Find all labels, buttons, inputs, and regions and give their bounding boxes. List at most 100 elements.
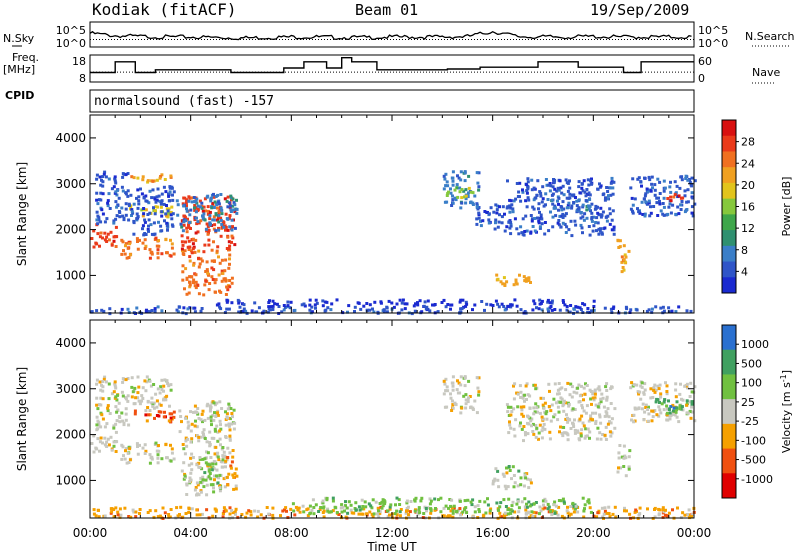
power-scatter-cell [191,247,195,251]
velocity-scatter-cell [326,509,330,513]
velocity-scatter-cell [523,473,527,477]
power-scatter-cell [451,194,454,198]
power-scatter-cell [181,278,185,282]
velocity-scatter-cell [544,499,548,503]
velocity-scatter-cell [219,427,223,431]
velocity-scatter-cell [184,439,188,443]
power-scatter-cell [126,189,130,193]
velocity-scatter-cell [556,392,559,396]
velocity-scatter-cell [594,411,598,415]
power-scatter-cell [184,267,188,271]
power-scatter-cell [601,210,605,214]
power-scatter-cell [405,302,409,306]
velocity-scatter-cell [665,390,669,393]
power-scatter-cell [190,196,194,200]
velocity-scatter-cell [143,379,147,383]
power-scatter-cell [662,309,666,313]
power-scatter-cell [587,225,591,228]
power-scatter-cell [612,228,616,232]
velocity-scatter-cell [101,397,105,401]
power-scatter-cell [566,206,570,210]
velocity-scatter-cell [690,410,694,414]
power-scatter-cell [185,209,189,213]
velocity-scatter-cell [529,481,533,485]
velocity-scatter-cell [538,423,542,427]
power-scatter-cell [275,302,279,306]
velocity-scatter-cell [156,515,160,519]
velocity-scatter-cell [539,396,543,400]
power-scatter-cell [187,239,191,243]
velocity-scatter-cell [658,383,662,387]
velocity-scatter-cell [486,497,489,501]
velocity-scatter-cell [344,504,347,508]
velocity-scatter-cell [222,477,226,481]
power-scatter-cell [609,307,613,311]
power-scatter-cell [511,210,515,214]
velocity-scatter-cell [415,510,419,514]
power-scatter-cell [182,220,186,224]
power-scatter-cell [475,222,479,226]
velocity-scatter-cell [94,446,98,450]
power-scatter-cell [546,298,550,302]
velocity-scatter-cell [446,389,450,393]
power-scatter-cell [118,211,122,214]
velocity-scatter-cell [468,395,472,398]
power-scatter-cell [224,279,228,283]
velocity-scatter-cell [466,400,470,404]
power-scatter-cell [186,245,190,249]
velocity-scatter-cell [106,409,110,413]
power-scatter-cell [129,193,133,197]
power-scatter-cell [418,299,422,303]
power-scatter-cell [191,237,195,241]
power-scatter-cell [211,278,215,281]
power-scatter-cell [584,194,588,198]
velocity-scatter-cell [667,399,670,403]
power-scatter-cell [208,217,212,221]
power-scatter-cell [193,208,197,212]
power-scatter-cell [201,217,205,221]
power-scatter-cell [97,216,101,220]
velocity-scatter-cell [523,393,527,397]
velocity-scatter-cell [445,405,449,409]
power-scatter-cell [608,222,612,226]
velocity-scatter-cell [573,507,577,511]
velocity-scatter-cell [185,493,189,496]
power-scatter-cell [453,188,457,192]
velocity-scatter-cell [451,509,455,513]
velocity-scatter-cell [124,418,128,422]
power-scatter-cell [232,208,236,212]
power-scatter-cell [680,175,684,179]
velocity-scatter-cell [610,431,614,435]
power-scatter-cell [643,176,646,180]
power-scatter-cell [314,306,317,310]
velocity-scatter-cell [235,474,239,478]
power-scatter-cell [114,217,118,221]
power-scatter-cell [543,221,547,224]
velocity-scatter-cell [459,411,463,415]
velocity-scatter-cell [593,396,597,400]
power-scatter-cell [686,188,690,192]
power-scatter-cell [227,307,231,311]
velocity-scatter-cell [331,496,335,500]
power-scatter-cell [578,306,582,310]
velocity-scatter-cell [231,455,235,459]
power-scatter-cell [487,212,491,216]
power-scatter-cell [585,208,589,212]
velocity-scatter-cell [546,502,550,506]
velocity-scatter-cell [231,473,235,477]
power-scatter-cell [565,225,569,229]
power-scatter-cell [228,244,232,248]
power-scatter-cell [160,252,164,256]
velocity-scatter-cell [224,410,227,414]
power-scatter-cell [188,285,192,289]
velocity-colorbar-tick-label: 25 [741,396,755,409]
velocity-scatter-cell [655,413,659,417]
velocity-scatter-cell [492,479,496,483]
power-scatter-cell [495,208,499,212]
power-scatter-cell [132,219,136,223]
velocity-scatter-cell [298,510,302,514]
velocity-scatter-cell [362,507,366,511]
velocity-scatter-cell [493,477,497,481]
velocity-scatter-cell [232,475,236,479]
velocity-scatter-cell [529,478,532,482]
